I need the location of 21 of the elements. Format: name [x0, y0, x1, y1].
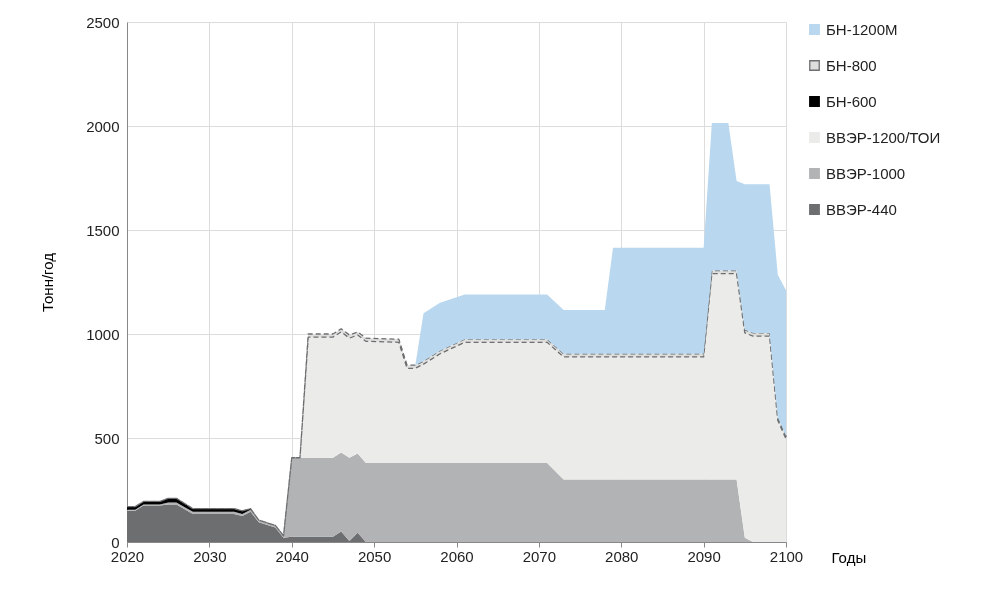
- legend-label: БН-1200М: [826, 20, 898, 38]
- y-tick-label: 1500: [86, 221, 120, 239]
- y-tick-label: 1000: [86, 325, 120, 343]
- x-tick-label: 2080: [605, 547, 639, 565]
- x-tick-label: 2070: [522, 547, 557, 565]
- legend-label: ВВЭР-1200/ТОИ: [826, 128, 941, 146]
- x-tick-label: 2040: [275, 547, 309, 565]
- x-tick-label: 2100: [769, 547, 804, 565]
- x-axis-title: Годы: [831, 548, 867, 566]
- y-tick-label: 500: [94, 429, 120, 447]
- y-tick-label: 2000: [86, 117, 120, 135]
- legend-label: ВВЭР-440: [826, 200, 897, 218]
- x-tick-label: 2030: [193, 547, 227, 565]
- y-tick-label: 2500: [86, 13, 120, 31]
- x-tick-label: 2090: [687, 547, 721, 565]
- x-tick-label: 2050: [357, 547, 392, 565]
- x-tick-label: 2060: [440, 547, 474, 565]
- legend-label: БН-600: [826, 92, 877, 110]
- legend-label: БН-800: [826, 56, 877, 74]
- legend-label: ВВЭР-1000: [826, 164, 906, 182]
- y-axis-title: Тонн/год: [39, 252, 57, 312]
